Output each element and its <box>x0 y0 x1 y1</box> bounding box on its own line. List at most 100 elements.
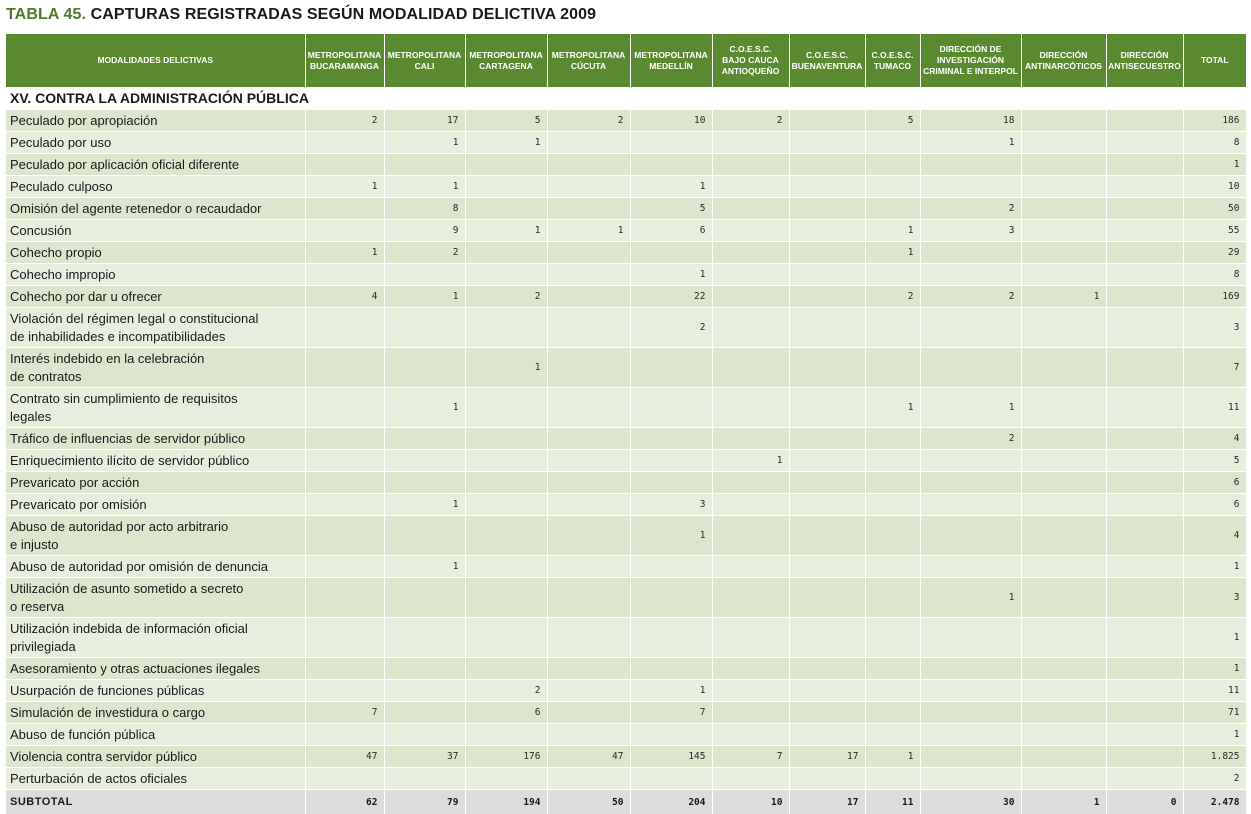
cell-value: 2 <box>384 242 465 264</box>
row-label-line: Cohecho por dar u ofrecer <box>10 289 162 304</box>
cell-value <box>384 154 465 176</box>
row-label: Violencia contra servidor público <box>6 746 305 768</box>
cell-value <box>1106 176 1183 198</box>
cell-value <box>789 618 865 658</box>
row-total: 7 <box>1183 348 1246 388</box>
cell-value: 1 <box>384 132 465 154</box>
cell-value: 7 <box>630 702 712 724</box>
cell-value <box>920 154 1021 176</box>
cell-value: 1 <box>305 242 384 264</box>
header-line: METROPOLITANA <box>469 50 543 60</box>
row-label-line: Violencia contra servidor público <box>10 749 197 764</box>
cell-value <box>789 516 865 556</box>
cell-value: 1 <box>920 132 1021 154</box>
cell-value: 2 <box>465 286 547 308</box>
row-label: Enriquecimiento ilícito de servidor públ… <box>6 450 305 472</box>
cell-value <box>630 556 712 578</box>
cell-value <box>1106 110 1183 132</box>
cell-value <box>920 264 1021 286</box>
cell-value <box>865 724 920 746</box>
cell-value <box>305 494 384 516</box>
row-label: Abuso de autoridad por omisión de denunc… <box>6 556 305 578</box>
cell-value <box>1021 724 1106 746</box>
cell-value <box>712 198 789 220</box>
cell-value <box>789 286 865 308</box>
cell-value <box>865 154 920 176</box>
cell-value <box>1021 198 1106 220</box>
table-row: Asesoramiento y otras actuaciones ilegal… <box>6 658 1246 680</box>
cell-value <box>547 308 630 348</box>
row-total: 1 <box>1183 658 1246 680</box>
row-label: Violación del régimen legal o constituci… <box>6 308 305 348</box>
cell-value <box>1021 264 1106 286</box>
cell-value <box>384 618 465 658</box>
header-line: METROPOLITANA <box>552 50 626 60</box>
cell-value <box>547 286 630 308</box>
cell-value: 1 <box>630 680 712 702</box>
cell-value <box>305 768 384 790</box>
cell-value <box>920 242 1021 264</box>
cell-value <box>630 768 712 790</box>
cell-value <box>920 724 1021 746</box>
cell-value <box>384 348 465 388</box>
row-total: 29 <box>1183 242 1246 264</box>
cell-value <box>465 658 547 680</box>
cell-value <box>789 132 865 154</box>
header-line: ANTISECUESTRO <box>1108 61 1181 71</box>
row-label: Tráfico de influencias de servidor públi… <box>6 428 305 450</box>
cell-value <box>305 472 384 494</box>
row-total: 11 <box>1183 680 1246 702</box>
cell-value <box>920 618 1021 658</box>
cell-value <box>630 618 712 658</box>
table-row: Utilización de asunto sometido a secreto… <box>6 578 1246 618</box>
cell-value <box>712 348 789 388</box>
cell-value <box>1106 472 1183 494</box>
header-line: DIRECCIÓN <box>1121 50 1169 60</box>
row-total: 1 <box>1183 154 1246 176</box>
row-label-line: Asesoramiento y otras actuaciones ilegal… <box>10 661 260 676</box>
cell-value <box>920 516 1021 556</box>
cell-value <box>1021 450 1106 472</box>
row-label: Peculado por uso <box>6 132 305 154</box>
row-label-line: o reserva <box>10 599 64 614</box>
cell-value <box>465 428 547 450</box>
cell-value <box>630 132 712 154</box>
cell-value <box>920 556 1021 578</box>
cell-value <box>630 450 712 472</box>
header-line: CALI <box>415 61 435 71</box>
cell-value <box>1021 494 1106 516</box>
cell-value <box>712 154 789 176</box>
row-label-line: Interés indebido en la celebración <box>10 351 204 366</box>
cell-value: 2 <box>865 286 920 308</box>
cell-value <box>1106 286 1183 308</box>
cell-value <box>465 264 547 286</box>
row-total: 71 <box>1183 702 1246 724</box>
cell-value <box>920 348 1021 388</box>
cell-value <box>630 242 712 264</box>
cell-value <box>384 680 465 702</box>
cell-value <box>1021 348 1106 388</box>
cell-value <box>305 680 384 702</box>
row-total: 10 <box>1183 176 1246 198</box>
cell-value <box>789 110 865 132</box>
row-label-line: Usurpación de funciones públicas <box>10 683 204 698</box>
cell-value <box>630 578 712 618</box>
subtotal-value: 30 <box>920 790 1021 814</box>
table-row: Enriquecimiento ilícito de servidor públ… <box>6 450 1246 472</box>
cell-value: 1 <box>384 388 465 428</box>
subtotal-value: 62 <box>305 790 384 814</box>
cell-value: 4 <box>305 286 384 308</box>
cell-value <box>865 198 920 220</box>
cell-value <box>465 308 547 348</box>
table-row: Utilización indebida de información ofic… <box>6 618 1246 658</box>
header-line: BUENAVENTURA <box>792 61 863 71</box>
row-total: 3 <box>1183 308 1246 348</box>
cell-value <box>305 264 384 286</box>
cell-value <box>1021 472 1106 494</box>
table-row: Violación del régimen legal o constituci… <box>6 308 1246 348</box>
